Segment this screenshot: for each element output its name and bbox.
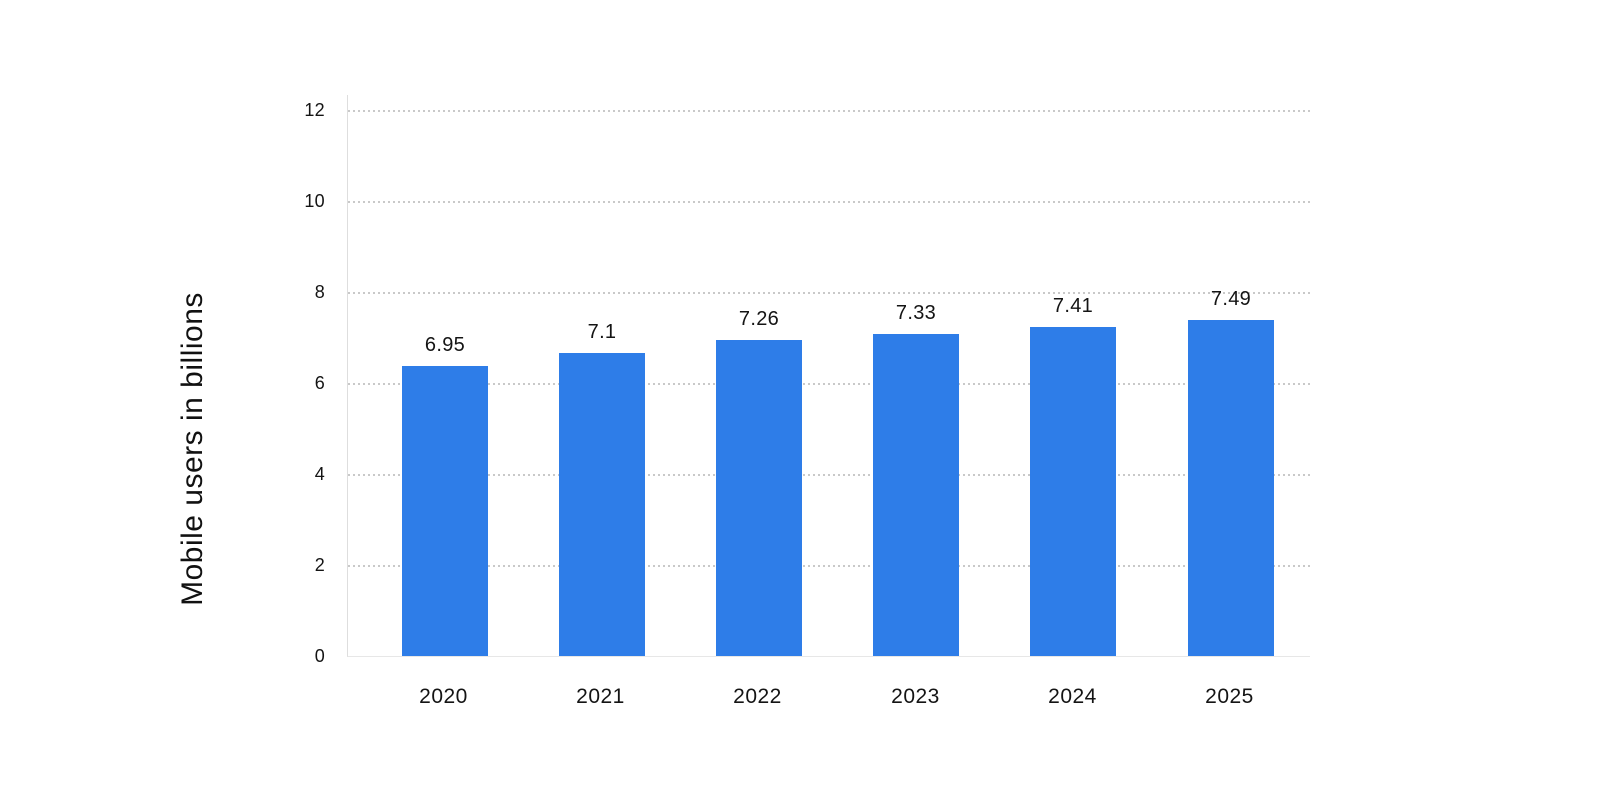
gridline-y8 [348,292,1310,294]
x-axis-label-2022: 2022 [733,685,782,708]
gridline-y10 [348,201,1310,203]
x-axis-label-2023: 2023 [891,685,940,708]
x-axis-label-2020: 2020 [419,685,468,708]
x-axis-label-2021: 2021 [576,685,625,708]
y-tick-label-8: 8 [314,282,325,302]
bar-2021 [559,353,645,656]
x-axis-label-2025: 2025 [1205,685,1254,708]
gridline-y4 [348,474,1310,476]
y-tick-label-0: 0 [314,646,325,666]
gridline-y12 [348,110,1310,112]
y-tick-label-12: 12 [304,100,325,120]
bar-value-label-2021: 7.1 [587,321,617,343]
plot-area: 6.95 7.1 7.26 7.33 7.41 7.49 [347,95,1310,657]
bar-value-label-2020: 6.95 [424,334,466,356]
bar-2023 [873,334,959,656]
y-tick-label-4: 4 [314,464,325,484]
bar-2025 [1188,320,1274,656]
y-tick-label-10: 10 [304,191,325,211]
gridline-y6 [348,383,1310,385]
bar-value-label-2022: 7.26 [738,308,780,330]
bar-2024 [1030,327,1116,656]
y-tick-label-6: 6 [314,373,325,393]
bar-value-label-2023: 7.33 [895,302,937,324]
bar-2022 [716,340,802,656]
y-tick-label-2: 2 [314,555,325,575]
bar-value-label-2024: 7.41 [1052,295,1094,317]
x-axis-label-2024: 2024 [1048,685,1097,708]
y-axis-title: Mobile users in billions [176,292,209,606]
bar-value-label-2025: 7.49 [1210,288,1252,310]
bar-2020 [402,366,488,656]
gridline-y2 [348,565,1310,567]
